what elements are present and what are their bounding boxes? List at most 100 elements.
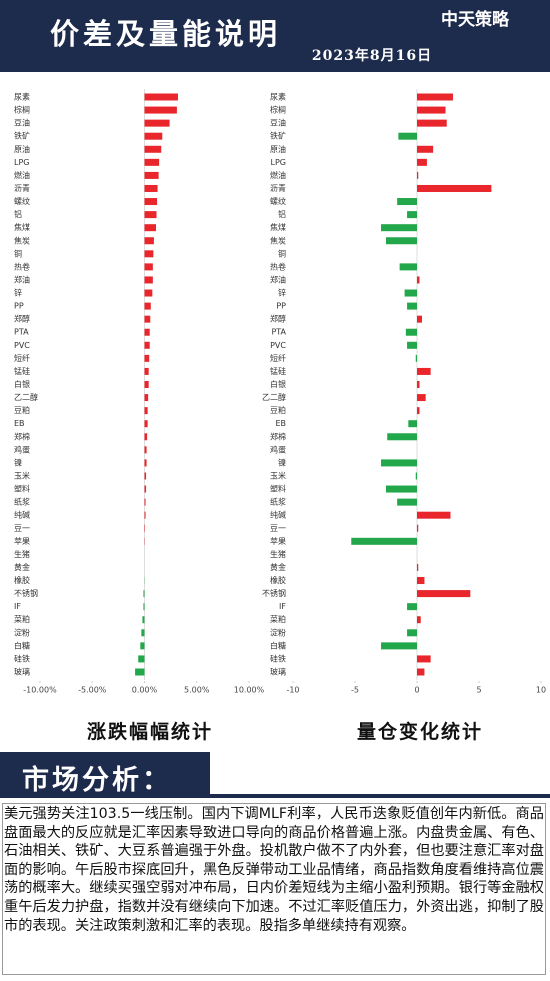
x-tick-label: -10.00% [23, 686, 57, 695]
bar [144, 211, 157, 219]
bar [381, 459, 417, 467]
bar [144, 237, 154, 245]
bar [144, 381, 149, 388]
category-label: 玻璃 [270, 667, 286, 677]
category-label: 菜粕 [270, 614, 286, 624]
category-label: 硅铁 [14, 653, 30, 663]
x-tick-label: -5 [351, 686, 359, 695]
category-label: 尿素 [14, 92, 30, 102]
category-label: 郑棉 [270, 431, 286, 441]
bar [140, 642, 145, 650]
bar [144, 106, 177, 114]
category-label: EB [14, 419, 25, 428]
category-label: 热卷 [270, 261, 286, 271]
category-label: 郑醇 [270, 314, 286, 324]
category-label: PP [14, 302, 24, 311]
category-label: PVC [270, 341, 286, 350]
category-label: 豆一 [270, 524, 286, 533]
category-label: 白糖 [270, 640, 286, 650]
bar [407, 211, 417, 219]
bar [405, 328, 417, 336]
bar [144, 524, 146, 532]
bar [417, 158, 427, 166]
bar [143, 603, 145, 611]
bar [144, 302, 151, 310]
bar [142, 616, 145, 624]
analysis-text: 美元强势关注103.5一线压制。国内下调MLF利率，人民币迭象贬值创年内新低。商… [2, 803, 546, 975]
category-label: 橡胶 [270, 575, 286, 585]
bar [381, 642, 417, 650]
category-label: LPG [14, 158, 29, 167]
category-label: 豆一 [14, 524, 30, 533]
bar [381, 224, 417, 232]
bar [417, 276, 420, 284]
bar [417, 119, 447, 127]
category-label: 郑油 [14, 274, 30, 284]
category-label: 螺纹 [270, 196, 286, 206]
header-title: 价差及量能说明 [50, 17, 281, 51]
category-label: 燃油 [14, 170, 30, 180]
bar [144, 341, 150, 349]
category-label: 苹果 [270, 536, 286, 546]
category-label: 热卷 [14, 261, 30, 271]
category-label: PTA [271, 328, 286, 337]
bar [417, 184, 492, 192]
category-label: 尿素 [270, 92, 286, 102]
header-logo: 中天策略 [441, 9, 510, 30]
bar [138, 655, 145, 663]
bar [404, 289, 417, 297]
section-header: 市场分析： [0, 752, 550, 798]
bar [144, 119, 170, 127]
category-label: 菜粕 [14, 614, 30, 624]
bar [386, 237, 417, 245]
category-label: PTA [14, 328, 29, 337]
category-label: 鸡蛋 [14, 444, 30, 454]
category-label: 乙二醇 [14, 392, 38, 402]
chart-title: 涨跌幅幅统计 [87, 720, 213, 743]
category-label: 豆油 [14, 118, 30, 128]
category-label: 短纤 [270, 353, 286, 363]
category-label: 焦煤 [14, 222, 30, 232]
x-tick-label: 10.00% [234, 686, 265, 695]
category-label: 镍 [278, 457, 286, 467]
bar [144, 367, 149, 375]
bar [407, 603, 417, 611]
category-label: 铜 [14, 248, 22, 258]
bar [144, 459, 147, 467]
category-label: 纸浆 [14, 497, 30, 507]
bar [144, 250, 154, 258]
category-label: 黄金 [14, 562, 30, 572]
bar [398, 132, 417, 140]
category-label: 原油 [270, 144, 286, 154]
category-label: 镍 [14, 457, 22, 467]
x-tick-label: 0.00% [132, 686, 158, 695]
category-label: PP [276, 302, 286, 311]
x-tick-label: 5 [476, 686, 481, 695]
bar [417, 511, 451, 519]
bar [415, 472, 417, 480]
category-label: 锰硅 [270, 366, 286, 376]
category-label: 螺纹 [14, 196, 30, 206]
category-label: 燃油 [270, 170, 286, 180]
bar [397, 198, 417, 206]
category-label: 纯碱 [270, 510, 286, 520]
category-label: 淀粉 [270, 627, 286, 637]
category-label: 不锈钢 [262, 588, 286, 598]
category-label: EB [275, 419, 286, 428]
bar [417, 577, 425, 585]
category-label: 锌 [278, 288, 286, 298]
section-line [0, 794, 550, 798]
category-label: 白银 [270, 379, 286, 389]
bar [144, 171, 159, 179]
bar [144, 420, 148, 428]
category-label: PVC [14, 341, 30, 350]
category-label: 塑料 [14, 484, 30, 494]
bar [144, 276, 153, 284]
bar [135, 668, 145, 676]
category-label: IF [279, 602, 286, 611]
bar [417, 590, 471, 598]
category-label: 塑料 [270, 484, 286, 494]
section-box [0, 752, 210, 798]
category-label: 铁矿 [270, 131, 286, 141]
